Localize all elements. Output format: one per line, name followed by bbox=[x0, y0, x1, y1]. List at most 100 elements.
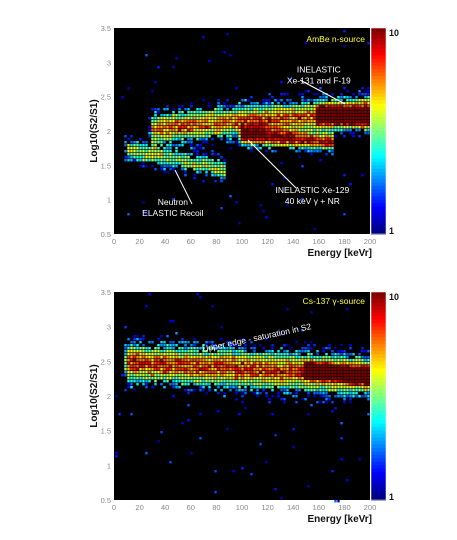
density-cell bbox=[355, 377, 358, 380]
density-cell bbox=[235, 380, 238, 383]
density-cell bbox=[316, 150, 319, 153]
colorbar-step bbox=[371, 323, 386, 328]
density-cell bbox=[283, 374, 286, 377]
density-cell bbox=[205, 126, 208, 129]
density-cell bbox=[205, 344, 208, 347]
density-cell bbox=[235, 201, 238, 204]
density-cell bbox=[232, 374, 235, 377]
density-cell bbox=[160, 126, 163, 129]
density-cell bbox=[280, 114, 283, 117]
density-cell bbox=[256, 371, 259, 374]
density-cell bbox=[217, 132, 220, 135]
density-cell bbox=[136, 380, 139, 383]
density-cell bbox=[358, 380, 361, 383]
density-cell bbox=[340, 380, 343, 383]
colorbar-step bbox=[371, 227, 386, 232]
density-cell bbox=[148, 365, 151, 368]
density-cell bbox=[301, 365, 304, 368]
density-cell bbox=[301, 386, 304, 389]
y-tick-label: 2.5 bbox=[101, 93, 111, 102]
density-cell bbox=[352, 362, 355, 365]
density-cell bbox=[271, 144, 274, 147]
density-cell bbox=[220, 344, 223, 347]
density-cell bbox=[274, 380, 277, 383]
density-cell bbox=[367, 362, 370, 365]
density-cell bbox=[241, 123, 244, 126]
density-cell bbox=[253, 105, 256, 108]
density-cell bbox=[241, 368, 244, 371]
colorbar-step bbox=[371, 375, 386, 380]
density-cell bbox=[277, 111, 280, 114]
density-cell bbox=[337, 120, 340, 123]
density-cell bbox=[223, 123, 226, 126]
density-cell bbox=[172, 356, 175, 359]
density-cell bbox=[199, 165, 202, 168]
density-cell bbox=[265, 365, 268, 368]
density-cell bbox=[292, 132, 295, 135]
density-cell bbox=[346, 108, 349, 111]
density-cell bbox=[184, 356, 187, 359]
density-cell bbox=[163, 368, 166, 371]
density-cell bbox=[292, 356, 295, 359]
colorbar-step bbox=[371, 141, 386, 146]
density-cell bbox=[310, 135, 313, 138]
density-cell bbox=[292, 359, 295, 362]
y-tick-label: 2.5 bbox=[101, 357, 111, 366]
density-cell bbox=[277, 126, 280, 129]
x-tick-label: 100 bbox=[236, 237, 249, 246]
density-cell bbox=[364, 129, 367, 132]
density-cell bbox=[136, 362, 139, 365]
density-cell bbox=[232, 365, 235, 368]
density-cell bbox=[322, 105, 325, 108]
density-cell bbox=[280, 380, 283, 383]
density-cell bbox=[259, 114, 262, 117]
density-cell bbox=[295, 138, 298, 141]
density-cell bbox=[184, 377, 187, 380]
density-cell bbox=[280, 371, 283, 374]
density-cell bbox=[229, 120, 232, 123]
density-cell bbox=[286, 144, 289, 147]
density-cell bbox=[196, 374, 199, 377]
density-cell bbox=[202, 380, 205, 383]
density-cell bbox=[325, 398, 328, 401]
colorbar-step bbox=[371, 489, 386, 494]
density-cell bbox=[280, 141, 283, 144]
density-cell bbox=[301, 129, 304, 132]
density-cell bbox=[205, 117, 208, 120]
density-cell bbox=[328, 111, 331, 114]
density-cell bbox=[184, 341, 187, 344]
density-cell bbox=[316, 102, 319, 105]
density-cell bbox=[322, 108, 325, 111]
density-cell bbox=[304, 99, 307, 102]
density-cell bbox=[217, 377, 220, 380]
density-cell bbox=[271, 129, 274, 132]
density-cell bbox=[205, 365, 208, 368]
colorbar-min-label: 1 bbox=[389, 492, 394, 502]
density-cell bbox=[292, 362, 295, 365]
colorbar-step bbox=[371, 189, 386, 194]
density-cell bbox=[130, 362, 133, 365]
density-cell bbox=[304, 389, 307, 392]
density-cell bbox=[289, 365, 292, 368]
density-cell bbox=[283, 350, 286, 353]
density-cell bbox=[253, 120, 256, 123]
density-cell bbox=[235, 377, 238, 380]
density-cell bbox=[157, 129, 160, 132]
density-cell bbox=[301, 108, 304, 111]
density-cell bbox=[358, 389, 361, 392]
density-cell bbox=[142, 165, 145, 168]
density-cell bbox=[244, 105, 247, 108]
density-cell bbox=[337, 359, 340, 362]
density-cell bbox=[166, 153, 169, 156]
density-cell bbox=[151, 368, 154, 371]
density-cell bbox=[262, 135, 265, 138]
density-cell bbox=[151, 138, 154, 141]
density-cell bbox=[256, 359, 259, 362]
density-cell bbox=[202, 126, 205, 129]
density-cell bbox=[247, 353, 250, 356]
density-cell bbox=[172, 123, 175, 126]
density-cell bbox=[151, 341, 154, 344]
density-cell bbox=[211, 138, 214, 141]
density-cell bbox=[205, 120, 208, 123]
density-cell bbox=[220, 174, 223, 177]
